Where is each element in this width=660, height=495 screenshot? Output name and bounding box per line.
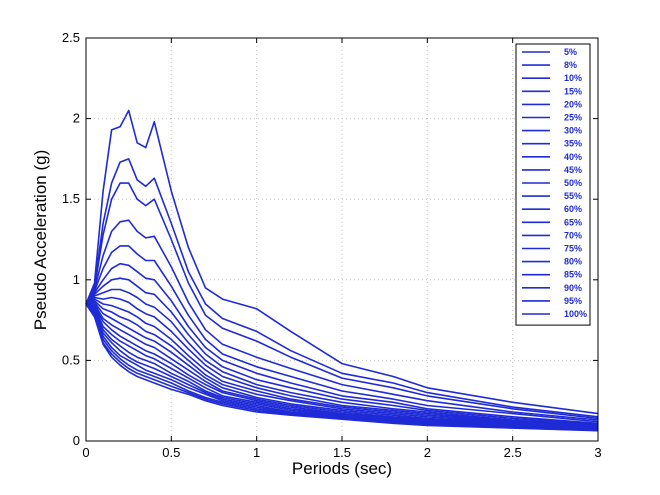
- y-tick-label: 1: [73, 272, 80, 287]
- series-line-40pct: [85, 296, 599, 427]
- legend-label: 30%: [564, 126, 582, 136]
- legend-label: 10%: [564, 73, 582, 83]
- legend-label: 5%: [564, 47, 577, 57]
- legend-label: 85%: [564, 270, 582, 280]
- series-line-15pct: [85, 219, 599, 421]
- x-tick-label: 0.5: [162, 445, 180, 460]
- y-tick-label: 0: [73, 433, 80, 448]
- series-line-50pct: [85, 299, 599, 428]
- series-line-8pct: [85, 158, 599, 418]
- series-line-60pct: [86, 303, 599, 429]
- legend-label: 45%: [564, 165, 582, 175]
- series-line-100pct: [85, 303, 599, 432]
- series-line-30pct: [85, 277, 599, 425]
- axis-ticks: 0 0.5 1 1.5 2 2.5 3 0 0.5 1 1.5 2 2.5: [62, 30, 602, 460]
- grid-lines: [86, 38, 598, 441]
- series-line-45pct: [85, 298, 599, 428]
- series-line-25pct: [85, 262, 599, 425]
- legend: 5% 8% 10% 15% 20% 25% 30% 35% 40% 45% 50% 55% 60% 65%…: [515, 43, 591, 326]
- legend-label: 70%: [564, 230, 582, 240]
- y-axis-title: Pseudo Acceleration (g): [31, 150, 50, 331]
- legend-label: 75%: [564, 244, 582, 254]
- legend-label: 65%: [564, 217, 582, 227]
- legend-label: 100%: [564, 309, 587, 319]
- legend-label: 55%: [564, 191, 582, 201]
- x-tick-label: 1: [253, 445, 260, 460]
- x-tick-label: 1.5: [333, 445, 351, 460]
- legend-label: 60%: [564, 204, 582, 214]
- y-tick-label: 2: [73, 111, 80, 126]
- x-tick-label: 3: [594, 445, 601, 460]
- legend-label: 80%: [564, 257, 582, 267]
- series-lines: [85, 109, 599, 432]
- series-line-55pct: [85, 301, 599, 429]
- legend-label: 95%: [564, 296, 582, 306]
- legend-label: 90%: [564, 283, 582, 293]
- series-line-10pct: [85, 182, 599, 420]
- y-tick-label: 1.5: [62, 191, 80, 206]
- series-line-20pct: [85, 245, 599, 423]
- legend-label: 40%: [564, 152, 582, 162]
- y-tick-label: 0.5: [62, 352, 80, 367]
- series-line-5pct: [85, 109, 599, 415]
- legend-label: 8%: [564, 60, 577, 70]
- x-tick-label: 2.5: [504, 445, 522, 460]
- legend-label: 15%: [564, 86, 582, 96]
- legend-label: 20%: [564, 99, 582, 109]
- x-tick-label: 0: [82, 445, 89, 460]
- y-tick-label: 2.5: [62, 30, 80, 45]
- legend-label: 50%: [564, 178, 582, 188]
- x-axis-title: Periods (sec): [292, 459, 392, 478]
- x-tick-label: 2: [424, 445, 431, 460]
- legend-label: 25%: [564, 113, 582, 123]
- series-line-80pct: [85, 303, 599, 431]
- series-line-35pct: [85, 288, 599, 426]
- legend-label: 35%: [564, 139, 582, 149]
